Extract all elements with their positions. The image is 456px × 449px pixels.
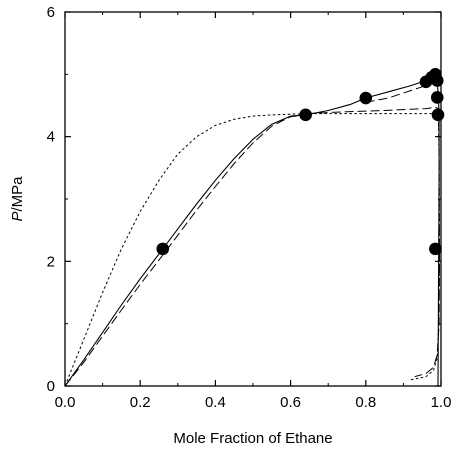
curve-long-dash-3 [64,114,306,387]
y-tick-label: 4 [47,129,55,146]
y-tick-label: 6 [47,4,55,21]
curve-layer [64,73,440,387]
x-tick-label: 0.4 [205,394,226,411]
data-point-marker [299,108,312,122]
curve-solid-0 [64,114,306,387]
x-tick-label: 0.6 [280,394,301,411]
y-axis-title-symbol: P [9,212,26,222]
marker-layer [156,68,445,256]
x-tick-label: 0.2 [130,394,151,411]
data-point-marker [431,108,445,122]
x-tick-label: 1.0 [431,394,452,411]
data-point-marker [156,242,170,256]
x-axis-title: Mole Fraction of Ethane [173,430,332,447]
curve-short-dash-7 [64,113,310,387]
y-tick-label: 0 [47,378,55,395]
x-tick-label: 0.0 [55,394,76,411]
tick-layer [64,11,442,387]
y-axis-title-unit: /MPa [9,176,26,212]
y-tick-label: 2 [47,253,55,270]
x-tick-label: 0.8 [355,394,376,411]
data-point-marker [359,91,373,105]
curve-long-dash-4 [305,106,439,115]
curve-long-dash-6 [414,108,440,378]
tick-label-layer: 0.0 0.2 0.4 0.6 0.8 1.0 0 2 4 6 [47,4,452,411]
y-axis-title: P/MPa [9,176,26,222]
data-point-marker [429,242,442,256]
curve-short-dash-9 [410,113,440,381]
plot-frame [64,11,442,387]
